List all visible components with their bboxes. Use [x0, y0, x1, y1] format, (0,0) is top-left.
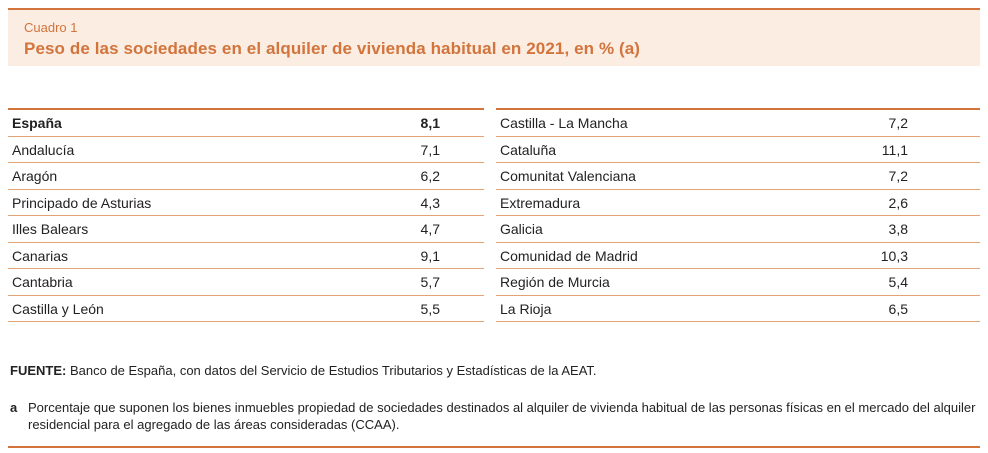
table-header: Cuadro 1 Peso de las sociedades en el al…: [8, 10, 980, 66]
source-text: Banco de España, con datos del Servicio …: [69, 363, 597, 378]
source-line: FUENTE: Banco de España, con datos del S…: [10, 363, 597, 378]
region-value: 11,1: [881, 141, 908, 158]
region-value: 7,1: [420, 141, 440, 158]
region-value: 4,7: [420, 221, 440, 237]
region-label: La Rioja: [500, 300, 552, 317]
table-row: Principado de Asturias 4,3: [8, 190, 484, 216]
region-value: 4,3: [420, 194, 440, 211]
table-row: Cataluña 11,1: [496, 137, 980, 163]
region-value: 2,6: [888, 194, 908, 211]
region-value: 8,1: [420, 115, 440, 131]
data-table-left: España 8,1 Andalucía 7,1 Aragón 6,2 Princip…: [8, 108, 484, 322]
region-value: 5,4: [888, 274, 908, 290]
table-number: Cuadro 1: [24, 20, 78, 35]
region-label: Región de Murcia: [500, 274, 610, 290]
region-value: 3,8: [888, 221, 908, 237]
table-row: Cantabria 5,7: [8, 269, 484, 296]
region-value: 5,5: [420, 300, 440, 317]
region-value: 10,3: [880, 247, 908, 264]
table-row: Extremadura 2,6: [496, 190, 980, 216]
region-value: 9,1: [420, 247, 440, 264]
region-label: Canarias: [12, 247, 69, 264]
region-value: 6,2: [420, 168, 440, 184]
region-value: 7,2: [888, 168, 908, 184]
table-row: Castilla - La Mancha 7,2: [496, 110, 980, 137]
top-rule: [8, 8, 980, 10]
footnote-text: Porcentaje que suponen los bienes inmueb…: [28, 400, 976, 432]
table-row: Aragón 6,2: [8, 163, 484, 190]
region-label: Castilla y León: [12, 300, 104, 317]
region-label: Andalucía: [12, 141, 75, 158]
region-value: 6,5: [888, 300, 908, 317]
table-row: Andalucía 7,1: [8, 137, 484, 163]
table-row: Comunitat Valenciana 7,2: [496, 163, 980, 190]
region-value: 5,7: [420, 274, 440, 290]
region-label: Cataluña: [500, 141, 557, 158]
region-label: Comunidad de Madrid: [500, 247, 638, 264]
table-head-rule: [496, 108, 980, 110]
table-title: Peso de las sociedades en el alquiler de…: [24, 39, 641, 58]
region-label: Galicia: [500, 221, 543, 237]
table-row: Illes Balears 4,7: [8, 216, 484, 243]
table-head-rule: [8, 108, 484, 110]
region-value: 7,2: [888, 115, 908, 131]
footnote-mark: a: [10, 400, 18, 415]
region-label: Illes Balears: [12, 221, 89, 237]
region-label: Comunitat Valenciana: [500, 168, 636, 184]
region-label: España: [12, 115, 62, 131]
table-row: Región de Murcia 5,4: [496, 269, 980, 296]
source-label: FUENTE:: [10, 363, 67, 378]
footnote: a Porcentaje que suponen los bienes inmu…: [10, 399, 982, 433]
table-row: Comunidad de Madrid 10,3: [496, 243, 980, 269]
data-table-right: Castilla - La Mancha 7,2 Cataluña 11,1 Com…: [496, 108, 980, 322]
region-label: Aragón: [12, 168, 58, 184]
table-row: Canarias 9,1: [8, 243, 484, 269]
table-row: Galicia 3,8: [496, 216, 980, 243]
bottom-rule: [8, 446, 980, 448]
table-row: Castilla y León 5,5: [8, 296, 484, 322]
region-label: Extremadura: [500, 194, 581, 211]
region-label: Cantabria: [12, 274, 73, 290]
region-label: Principado de Asturias: [12, 194, 152, 211]
table-row: La Rioja 6,5: [496, 296, 980, 322]
table-row: España 8,1: [8, 110, 484, 137]
region-label: Castilla - La Mancha: [500, 115, 628, 131]
